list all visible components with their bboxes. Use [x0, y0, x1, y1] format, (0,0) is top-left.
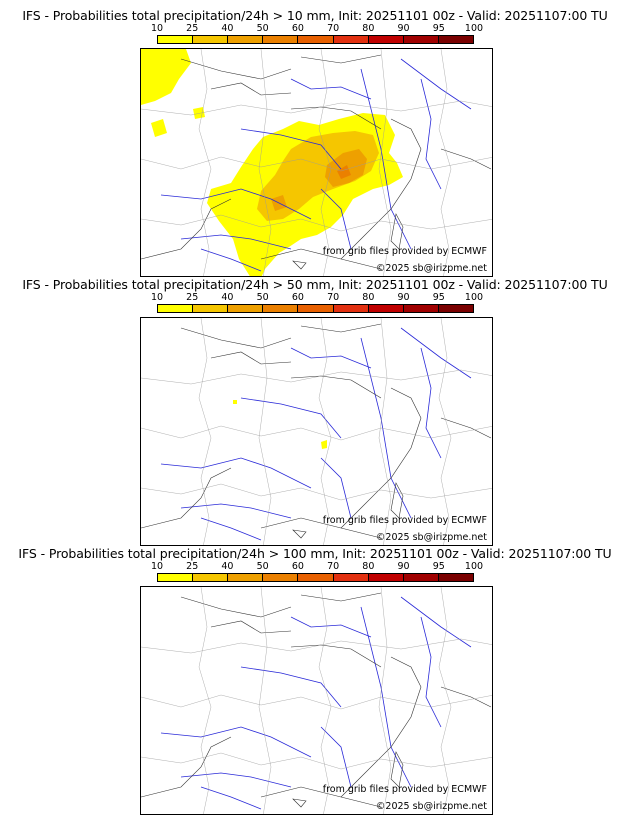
colorbar-tick-label: 95	[432, 292, 445, 303]
colorbar-swatch	[263, 36, 299, 43]
colorbar-swatch	[403, 36, 439, 43]
colorbar-tick-label: 50	[256, 23, 269, 34]
borders	[141, 323, 492, 539]
colorbar-swatch	[438, 305, 473, 312]
colorbar-tick-label: 60	[291, 23, 304, 34]
colorbar-tick-label: 95	[432, 23, 445, 34]
map-panel-10mm: IFS - Probabilities total precipitation/…	[0, 8, 630, 278]
colorbar-tick-label: 100	[464, 23, 484, 34]
colorbar-tick-label: 25	[186, 23, 199, 34]
colorbar	[157, 573, 474, 582]
borders	[141, 592, 492, 808]
precip-area-10-25-small	[233, 400, 237, 404]
credit-source: from grib files provided by ECMWF	[322, 784, 487, 795]
precip-area-10-25	[141, 49, 191, 105]
rivers	[160, 58, 472, 272]
precipitation-map: from grib files provided by ECMWF ©2025 …	[140, 48, 493, 277]
precipitation-map: from grib files provided by ECMWF ©2025 …	[140, 317, 493, 546]
precipitation-map: from grib files provided by ECMWF ©2025 …	[140, 586, 493, 815]
colorbar-tick-label: 40	[221, 23, 234, 34]
colorbar-swatch	[298, 36, 334, 43]
borders	[141, 54, 492, 270]
colorbar-tick-label: 70	[327, 23, 340, 34]
colorbar-swatch	[368, 36, 404, 43]
precip-area-50-60	[337, 165, 351, 179]
colorbar-tick-label: 40	[221, 561, 234, 572]
precip-area-10-25-small	[151, 119, 167, 137]
colorbar-tick-label: 80	[362, 23, 375, 34]
admin-lines	[141, 318, 492, 545]
colorbar-ticks: 10 25 40 50 60 70 80 90 95 100	[140, 561, 483, 572]
colorbar-swatch	[438, 36, 473, 43]
colorbar-tick-label: 40	[221, 292, 234, 303]
colorbar-swatch	[333, 305, 369, 312]
colorbar-swatch	[228, 574, 264, 581]
colorbar-tick-label: 70	[327, 561, 340, 572]
colorbar-tick-label: 90	[397, 561, 410, 572]
colorbar-swatch	[298, 574, 334, 581]
colorbar-tick-label: 95	[432, 561, 445, 572]
precip-area-10-25-small	[193, 107, 205, 119]
rivers	[160, 596, 472, 810]
colorbar-tick-label: 100	[464, 561, 484, 572]
colorbar-tick-label: 70	[327, 292, 340, 303]
colorbar-tick-label: 10	[150, 292, 164, 303]
colorbar-tick-label: 50	[256, 292, 269, 303]
colorbar	[157, 304, 474, 313]
colorbar-tick-label: 60	[291, 292, 304, 303]
colorbar-tick-label: 10	[150, 561, 164, 572]
admin-lines	[141, 587, 492, 814]
colorbar-tick-label: 25	[186, 561, 199, 572]
panel-title: IFS - Probabilities total precipitation/…	[18, 546, 612, 561]
map-panel-100mm: IFS - Probabilities total precipitation/…	[0, 546, 630, 816]
credit-copyright: ©2025 sb@irizpme.net	[375, 263, 487, 274]
precip-probability-areas	[141, 49, 403, 276]
colorbar-swatch	[193, 305, 229, 312]
colorbar-swatch	[333, 36, 369, 43]
colorbar-ticks: 10 25 40 50 60 70 80 90 95 100	[140, 23, 483, 34]
colorbar-ticks: 10 25 40 50 60 70 80 90 95 100	[140, 292, 483, 303]
colorbar-tick-label: 25	[186, 292, 199, 303]
rivers	[160, 327, 472, 541]
colorbar-tick-label: 90	[397, 292, 410, 303]
precip-area-10-25	[321, 440, 327, 449]
credit-source: from grib files provided by ECMWF	[322, 515, 487, 526]
colorbar-swatch	[403, 305, 439, 312]
colorbar-swatch	[368, 305, 404, 312]
colorbar-tick-label: 50	[256, 561, 269, 572]
colorbar-swatch	[403, 574, 439, 581]
colorbar-tick-label: 80	[362, 292, 375, 303]
colorbar-swatch	[438, 574, 473, 581]
colorbar-swatch	[298, 305, 334, 312]
colorbar-swatch	[158, 574, 194, 581]
colorbar-tick-label: 10	[150, 23, 164, 34]
colorbar-swatch	[333, 574, 369, 581]
colorbar-tick-label: 60	[291, 561, 304, 572]
colorbar-tick-label: 100	[464, 292, 484, 303]
colorbar-swatch	[158, 36, 194, 43]
precip-probability-areas	[233, 400, 327, 449]
colorbar-swatch	[368, 574, 404, 581]
colorbar-tick-label: 90	[397, 23, 410, 34]
colorbar-swatch	[193, 36, 229, 43]
admin-lines	[141, 49, 492, 276]
colorbar-swatch	[193, 574, 229, 581]
colorbar-swatch	[228, 36, 264, 43]
credit-copyright: ©2025 sb@irizpme.net	[375, 801, 487, 812]
colorbar-swatch	[263, 305, 299, 312]
colorbar-swatch	[263, 574, 299, 581]
map-panel-50mm: IFS - Probabilities total precipitation/…	[0, 277, 630, 547]
panel-title: IFS - Probabilities total precipitation/…	[22, 277, 608, 292]
colorbar	[157, 35, 474, 44]
colorbar-swatch	[228, 305, 264, 312]
credit-copyright: ©2025 sb@irizpme.net	[375, 532, 487, 543]
panel-title: IFS - Probabilities total precipitation/…	[22, 8, 608, 23]
colorbar-swatch	[158, 305, 194, 312]
credit-source: from grib files provided by ECMWF	[322, 246, 487, 257]
colorbar-tick-label: 80	[362, 561, 375, 572]
